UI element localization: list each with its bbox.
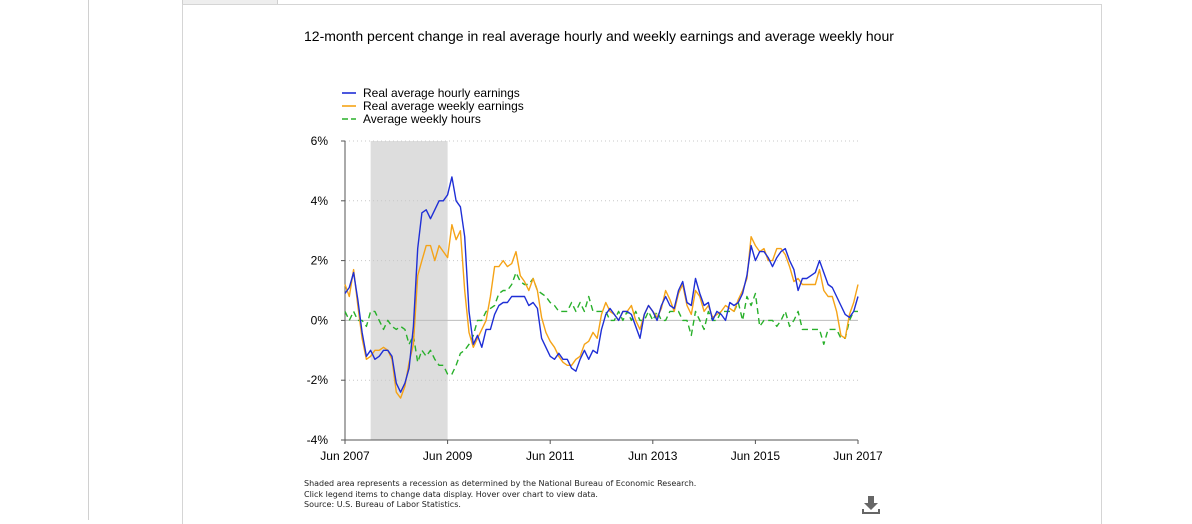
x-tick-label: Jun 2011: [526, 449, 575, 463]
series-line-0[interactable]: [344, 176, 859, 393]
y-tick-label: 2%: [311, 254, 329, 268]
x-tick-label: Jun 2017: [833, 449, 883, 463]
download-icon: [862, 496, 880, 514]
page-divider: [88, 0, 89, 520]
legend-item[interactable]: Real average weekly earnings: [363, 99, 524, 113]
y-tick-label: -4%: [307, 433, 329, 447]
download-button[interactable]: [860, 494, 882, 516]
legend-item[interactable]: Average weekly hours: [363, 112, 481, 126]
series-line-1[interactable]: [344, 224, 859, 399]
y-tick-label: 6%: [311, 134, 329, 148]
chart-notes: Shaded area represents a recession as de…: [304, 479, 696, 511]
recession-note: Shaded area represents a recession as de…: [304, 479, 697, 488]
chart-title: 12-month percent change in real average …: [304, 28, 894, 44]
x-tick-label: Jun 2013: [628, 449, 678, 463]
x-tick-label: Jun 2007: [320, 449, 370, 463]
legend-item[interactable]: Real average hourly earnings: [363, 86, 520, 100]
x-tick-label: Jun 2009: [423, 449, 473, 463]
interaction-note: Click legend items to change data displa…: [304, 489, 598, 499]
series-line-2[interactable]: [344, 271, 858, 375]
x-tick-label: Jun 2015: [731, 449, 781, 463]
y-tick-label: -2%: [307, 373, 329, 387]
y-tick-label: 0%: [311, 313, 329, 327]
y-tick-label: 4%: [311, 194, 329, 208]
chart-panel: [182, 4, 1102, 524]
source-note: Source: U.S. Bureau of Labor Statistics.: [304, 500, 461, 509]
recession-band: [370, 141, 448, 440]
